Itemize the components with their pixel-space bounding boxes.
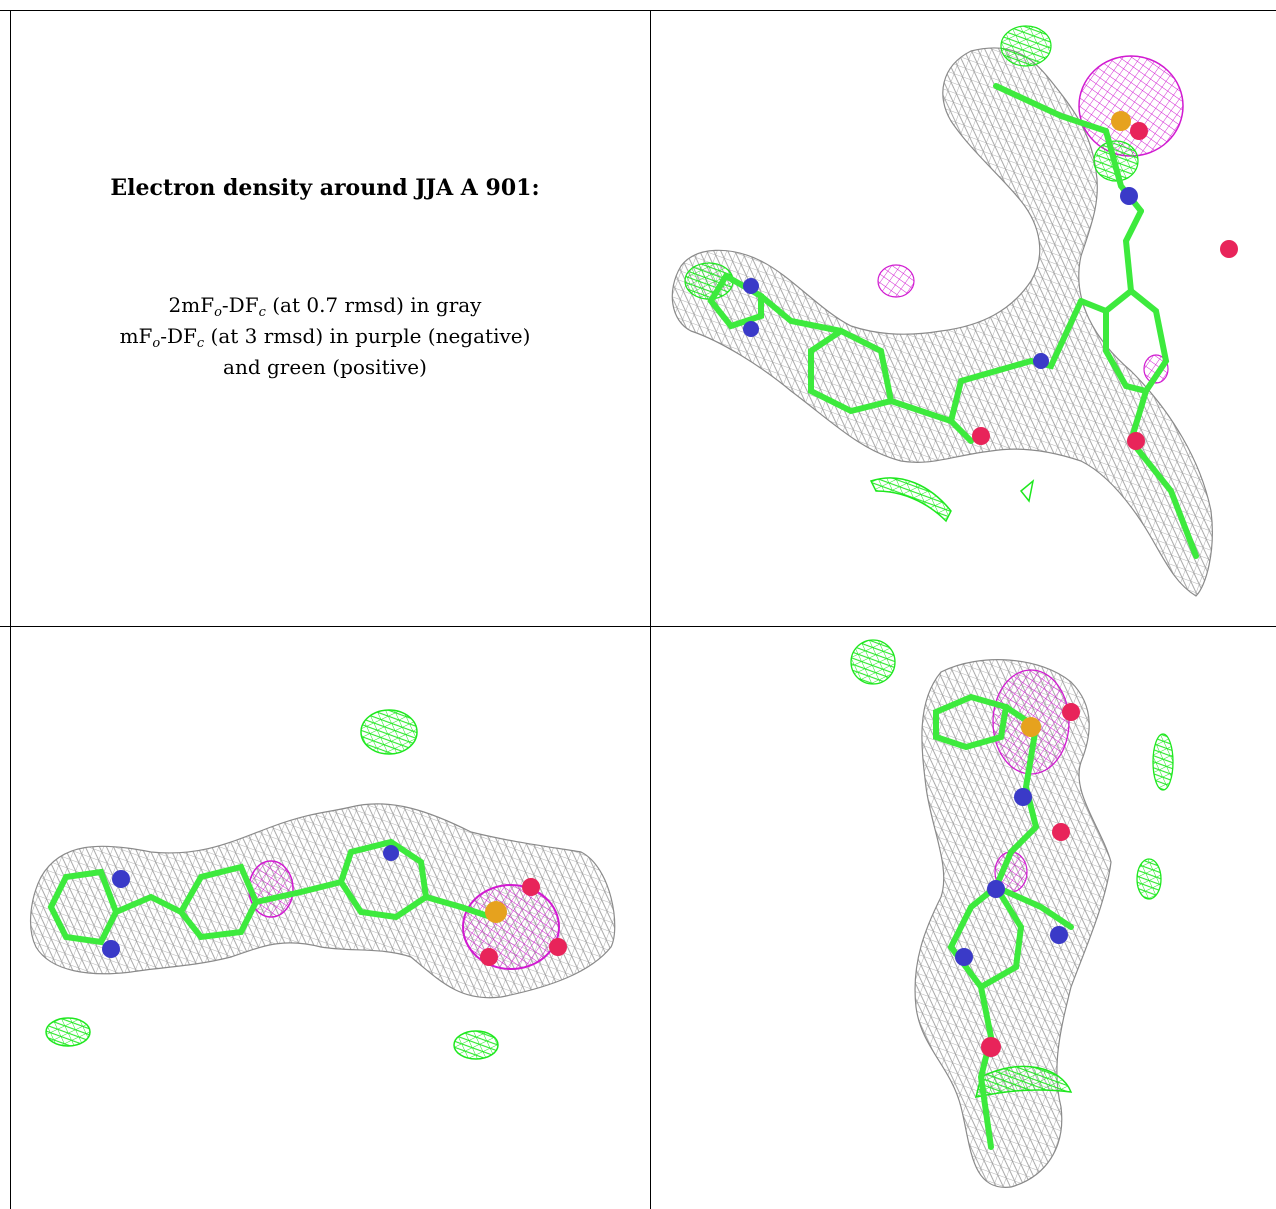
table-row-divider <box>0 626 1276 627</box>
legend-line-colors: and green (positive) <box>223 355 427 379</box>
caption-cell: Electron density around JJA A 901: 2mFo-… <box>0 10 650 624</box>
table-column-divider <box>650 10 651 1209</box>
caption-title: Electron density around JJA A 901: <box>110 175 540 201</box>
legend-line-2fofc: 2mFo-DFc (at 0.7 rmsd) in gray <box>168 293 482 320</box>
electron-density-mesh-icon <box>30 709 616 1060</box>
table-border-left <box>10 10 11 1209</box>
table-border-top <box>0 10 1276 11</box>
view-top-right <box>651 11 1276 625</box>
view-bottom-left <box>11 627 650 1209</box>
electron-density-mesh-icon <box>850 639 1174 1188</box>
electron-density-mesh-icon <box>671 25 1238 597</box>
caption-legend: 2mFo-DFc (at 0.7 rmsd) in gray mFo-DFc (… <box>0 290 650 383</box>
view-bottom-right <box>651 627 1276 1209</box>
legend-line-fofc: mFo-DFc (at 3 rmsd) in purple (negative) <box>119 324 531 351</box>
